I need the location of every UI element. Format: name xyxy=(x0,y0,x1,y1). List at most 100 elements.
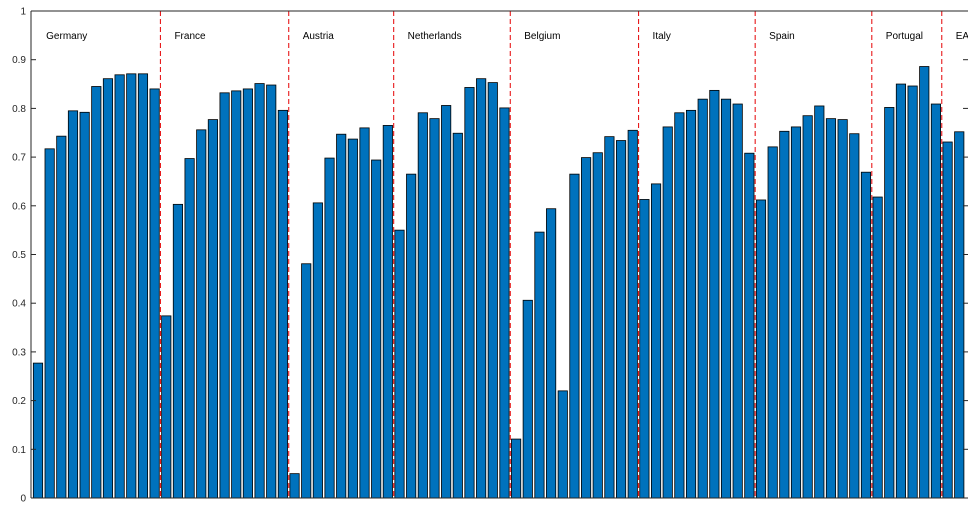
bar xyxy=(67,110,79,499)
bar xyxy=(231,90,242,499)
bar xyxy=(371,159,382,499)
bar xyxy=(219,92,230,499)
y-tick-label: 0.6 xyxy=(12,201,26,212)
bar xyxy=(347,138,358,499)
bar xyxy=(884,107,895,499)
bar xyxy=(767,146,778,499)
bar xyxy=(464,87,475,499)
bar xyxy=(837,119,848,499)
bar xyxy=(441,105,452,499)
group-labels-layer: Germany France Austria Netherlands Belgium It… xyxy=(46,31,968,42)
bar xyxy=(616,140,627,499)
bar xyxy=(487,82,498,499)
bar xyxy=(32,362,44,499)
bar xyxy=(289,473,300,499)
bar xyxy=(114,74,125,499)
axes-layer: 0 0.1 0.2 0.3 0.4 0.5 0.6 0.7 0.8 0.9 1 xyxy=(12,7,968,505)
bar xyxy=(569,173,580,499)
y-tick-label: 0.3 xyxy=(12,347,26,358)
bar xyxy=(324,157,335,499)
bar xyxy=(557,390,568,499)
bar xyxy=(954,131,965,499)
bar xyxy=(102,78,114,499)
bar xyxy=(650,183,662,499)
bar xyxy=(685,109,697,499)
bar xyxy=(662,126,673,499)
bar xyxy=(242,88,253,499)
bar xyxy=(161,315,172,499)
bar xyxy=(814,105,825,499)
bar xyxy=(872,196,883,499)
bar xyxy=(44,148,55,499)
bar xyxy=(895,83,907,499)
bar xyxy=(382,125,393,499)
group-label: Netherlands xyxy=(408,31,462,42)
bar xyxy=(534,231,545,499)
bar xyxy=(604,136,615,499)
group-label: Germany xyxy=(46,31,87,42)
bar xyxy=(849,133,860,499)
bar xyxy=(172,203,184,499)
bar xyxy=(394,229,405,499)
bar xyxy=(499,107,510,499)
bar xyxy=(417,112,428,499)
bar xyxy=(452,132,463,499)
bar xyxy=(802,115,813,499)
y-tick-label: 0 xyxy=(20,494,26,505)
group-label: Spain xyxy=(769,31,795,42)
bar xyxy=(359,127,370,499)
bar xyxy=(744,152,755,499)
bar xyxy=(312,202,323,499)
bar xyxy=(639,199,650,499)
group-label: Italy xyxy=(653,31,671,42)
y-tick-label: 0.9 xyxy=(12,55,26,66)
bar xyxy=(266,84,277,499)
bar xyxy=(277,109,288,499)
y-tick-label: 0.5 xyxy=(12,250,26,261)
bar xyxy=(907,85,918,499)
bar xyxy=(429,118,440,499)
bar xyxy=(79,111,90,499)
y-tick-label: 1 xyxy=(20,7,26,18)
bar xyxy=(674,112,685,499)
bar xyxy=(476,78,487,499)
bar xyxy=(919,66,930,499)
bar xyxy=(825,118,837,499)
bar xyxy=(196,129,207,499)
bar xyxy=(137,73,149,499)
y-tick-label: 0.1 xyxy=(12,445,26,456)
bar xyxy=(56,135,67,499)
bar xyxy=(779,130,790,499)
group-label: France xyxy=(174,31,206,42)
bar xyxy=(697,98,708,499)
group-label: Portugal xyxy=(886,31,923,42)
bars-layer xyxy=(32,66,965,499)
bar xyxy=(522,299,533,499)
bar xyxy=(207,119,218,499)
bar xyxy=(720,98,732,499)
group-label: Belgium xyxy=(524,31,560,42)
dividers-layer xyxy=(159,11,943,498)
bar xyxy=(149,88,160,499)
bar xyxy=(511,438,522,499)
bar xyxy=(790,126,802,499)
bar xyxy=(755,199,767,499)
bar xyxy=(254,83,265,499)
bar xyxy=(581,157,592,499)
bar xyxy=(709,89,720,499)
bar xyxy=(184,158,195,499)
bar xyxy=(930,103,942,499)
y-tick-label: 0.8 xyxy=(12,104,26,115)
bar xyxy=(592,152,603,499)
bar xyxy=(91,86,102,499)
y-tick-label: 0.7 xyxy=(12,153,26,164)
group-label: EA xyxy=(956,31,968,42)
bar xyxy=(732,103,743,499)
y-tick-label: 0.4 xyxy=(12,299,26,310)
y-tick-label: 0.2 xyxy=(12,396,26,407)
bar xyxy=(627,129,638,499)
bar xyxy=(336,133,347,499)
bar xyxy=(860,171,872,499)
